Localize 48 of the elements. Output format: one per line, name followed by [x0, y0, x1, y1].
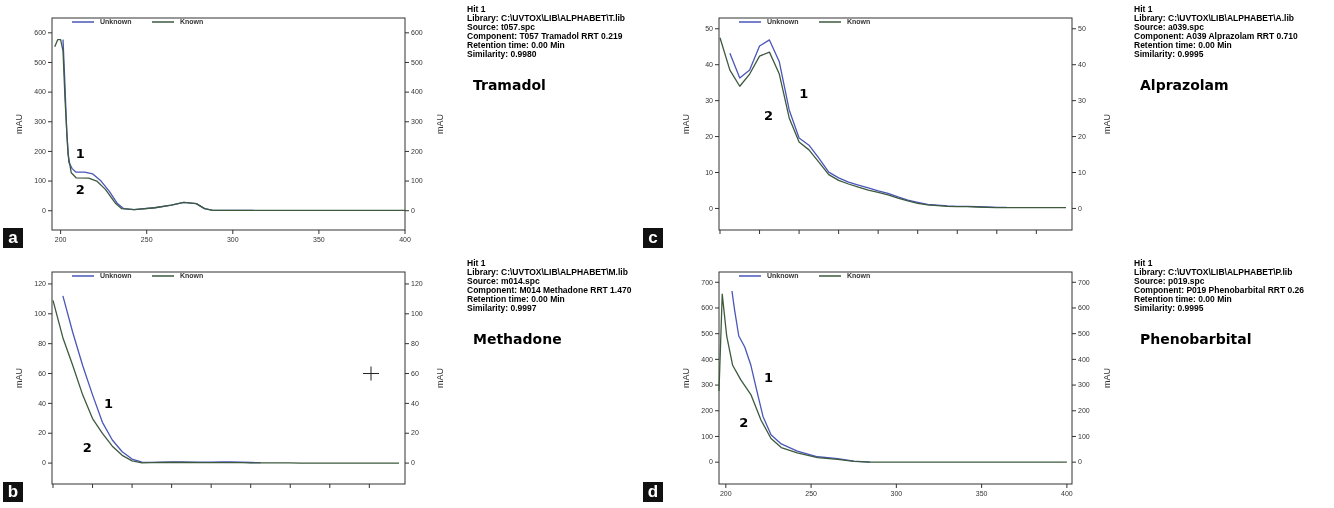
source-note: Source: m014.spc [467, 276, 541, 286]
source-note: Source: p019.spc [1134, 276, 1205, 286]
annotation: 1 [763, 370, 773, 386]
text: Component: P019 Phenobarbital RRT 0.26 [1134, 285, 1305, 295]
y-axis-title: mAU [681, 114, 691, 134]
text: Component: T057 Tramadol RRT 0.219 [467, 31, 623, 41]
text: Hit 1 [467, 4, 486, 14]
text: Hit 1 [467, 258, 486, 268]
text: d [647, 482, 659, 501]
source-note: Source: t057.spc [467, 22, 536, 32]
y2-axis-title: mAU [435, 368, 445, 388]
text: Similarity: 0.9995 [1134, 49, 1204, 59]
text: c [648, 228, 658, 247]
text: Library: C:\UVTOX\LIB\ALPHABET\P.lib [1134, 267, 1293, 277]
annotation: 2 [763, 107, 773, 123]
text: b [7, 482, 19, 501]
text: Library: C:\UVTOX\LIB\ALPHABET\A.lib [1134, 13, 1294, 23]
text: Similarity: 0.9995 [1134, 303, 1204, 313]
y-axis-title: mAU [14, 114, 24, 134]
text: Retention time: 0.00 Min [467, 40, 565, 50]
text: Methadone [473, 331, 562, 347]
text: Similarity: 0.9980 [467, 49, 537, 59]
text: Hit 1 [1134, 4, 1153, 14]
y-axis-title: mAU [14, 368, 24, 388]
source-note: Source: a039.spc [1134, 22, 1205, 32]
text: a [8, 228, 19, 247]
annotation: 1 [799, 86, 809, 102]
y2-axis-title: mAU [1102, 114, 1112, 134]
y2-axis-title: mAU [1102, 368, 1112, 388]
annotation: 2 [739, 414, 749, 430]
annotation: 2 [82, 440, 92, 456]
text: Phenobarbital [1140, 331, 1252, 347]
annotation: 1 [75, 145, 85, 161]
text: Retention time: 0.00 Min [1134, 294, 1232, 304]
y-axis-title: mAU [681, 368, 691, 388]
text: Retention time: 0.00 Min [1134, 40, 1232, 50]
text: Component: M014 Methadone RRT 1.470 [467, 285, 632, 295]
text: Alprazolam [1140, 77, 1229, 93]
annotation: 2 [75, 181, 85, 197]
text: Tramadol [473, 77, 546, 93]
text: Retention time: 0.00 Min [467, 294, 565, 304]
text: Hit 1 [1134, 258, 1153, 268]
annotation: 1 [103, 395, 113, 411]
text: Component: A039 Alprazolam RRT 0.710 [1134, 31, 1299, 41]
text: Library: C:\UVTOX\LIB\ALPHABET\M.lib [467, 267, 628, 277]
text: Library: C:\UVTOX\LIB\ALPHABET\T.lib [467, 13, 626, 23]
text: Similarity: 0.9997 [467, 303, 537, 313]
y2-axis-title: mAU [435, 114, 445, 134]
